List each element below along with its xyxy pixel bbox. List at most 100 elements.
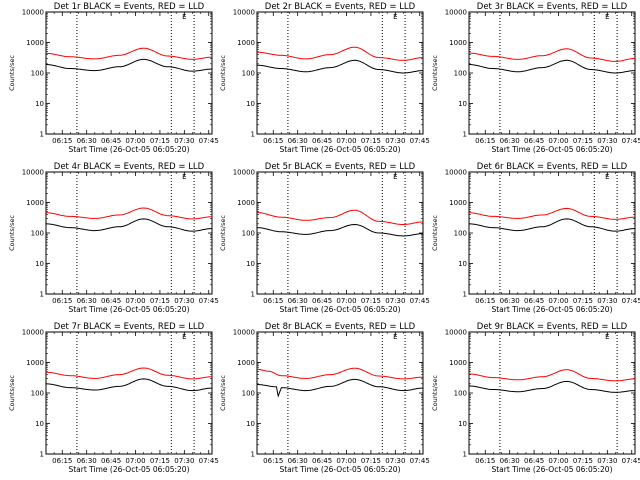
x-axis-label: Start Time (26-Oct-05 06:05:20)	[279, 145, 400, 154]
lld-series-line	[469, 48, 636, 62]
x-tick-label: 06:15	[52, 457, 72, 465]
panel-title: Det 8r BLACK = Events, RED = LLD	[265, 322, 416, 332]
x-tick-label: 07:45	[622, 457, 640, 465]
lld-series-line	[46, 47, 212, 60]
x-tick-label: 07:45	[410, 457, 430, 465]
x-tick-label: 07:45	[622, 137, 640, 145]
x-axis-label: Start Time (26-Oct-05 06:05:20)	[68, 145, 189, 154]
detector-panel-7: Det 7r BLACK = Events, RED = LLD 1 10 100 10…	[8, 322, 219, 474]
x-tick-label: 06:30	[500, 457, 520, 465]
plot-frame	[468, 331, 636, 455]
y-tick-label: 1	[40, 451, 44, 459]
events-series-line	[256, 223, 423, 237]
y-tick-label: 1000	[237, 39, 255, 47]
lld-series-line	[256, 46, 423, 61]
x-tick-label: 07:00	[125, 297, 145, 305]
panel-title: Det 3r BLACK = Events, RED = LLD	[477, 2, 628, 12]
panel-title: Det 4r BLACK = Events, RED = LLD	[54, 162, 205, 172]
lld-series-line	[46, 207, 212, 220]
y-tick-label: 1	[463, 131, 467, 139]
y-axis-label: Counts/sec	[8, 55, 16, 91]
events-series-line	[45, 378, 212, 392]
y-tick-label: 10	[458, 420, 467, 428]
x-tick-label: 07:45	[410, 137, 430, 145]
y-tick-label: 10000	[22, 169, 44, 177]
plot-frame	[45, 171, 213, 295]
x-tick-label: 06:45	[312, 297, 332, 305]
lld-series-line	[469, 369, 635, 382]
y-tick-label: 1000	[237, 359, 255, 367]
x-tick-label: 06:30	[288, 137, 308, 145]
x-tick-label: 07:15	[150, 297, 170, 305]
x-tick-label: 07:00	[336, 457, 356, 465]
y-axis-label: Counts/sec	[431, 55, 439, 91]
x-tick-label: 06:15	[475, 137, 495, 145]
x-tick-label: 06:30	[77, 457, 97, 465]
y-axis-label: Counts/sec	[431, 215, 439, 251]
x-tick-label: 06:15	[263, 137, 283, 145]
plot-frame	[256, 171, 424, 295]
x-tick-label: 07:00	[336, 297, 356, 305]
y-tick-label: 10	[246, 260, 255, 268]
marker-label: E	[605, 333, 609, 341]
y-tick-label: 1	[251, 131, 255, 139]
y-tick-label: 1	[463, 291, 467, 299]
marker-label: E	[182, 13, 186, 21]
marker-label: E	[182, 333, 186, 341]
x-tick-label: 07:30	[597, 137, 617, 145]
x-axis-label: Start Time (26-Oct-05 06:05:20)	[68, 465, 189, 474]
events-series-line	[45, 218, 213, 232]
y-tick-label: 100	[31, 230, 44, 238]
y-tick-label: 10000	[233, 9, 255, 17]
x-tick-label: 07:15	[361, 297, 381, 305]
plot-frame	[45, 331, 213, 455]
x-tick-label: 06:30	[500, 137, 520, 145]
marker-label: E	[393, 173, 397, 181]
lld-series-line	[45, 367, 212, 380]
lld-series-line	[469, 207, 635, 220]
events-series-line	[256, 59, 423, 74]
detector-panel-8: Det 8r BLACK = Events, RED = LLD 1 10 100 10…	[219, 322, 430, 474]
y-tick-label: 1000	[449, 39, 467, 47]
x-tick-label: 06:45	[524, 297, 544, 305]
x-tick-label: 06:45	[312, 137, 332, 145]
y-tick-label: 1	[251, 291, 255, 299]
x-tick-label: 07:30	[385, 137, 405, 145]
x-tick-label: 07:15	[573, 457, 593, 465]
x-axis-label: Start Time (26-Oct-05 06:05:20)	[68, 305, 189, 314]
events-series-line	[257, 378, 423, 398]
x-tick-label: 07:00	[548, 297, 568, 305]
y-axis-label: Counts/sec	[219, 55, 227, 91]
x-tick-label: 07:15	[573, 297, 593, 305]
x-tick-label: 06:30	[77, 297, 97, 305]
x-tick-label: 06:30	[288, 297, 308, 305]
x-axis-label: Start Time (26-Oct-05 06:05:20)	[491, 305, 612, 314]
x-tick-label: 07:45	[199, 137, 219, 145]
marker-label: E	[605, 13, 609, 21]
y-tick-label: 10000	[22, 329, 44, 337]
y-tick-label: 1000	[26, 199, 44, 207]
x-tick-label: 07:00	[548, 457, 568, 465]
x-axis-label: Start Time (26-Oct-05 06:05:20)	[279, 305, 400, 314]
lld-series-line	[256, 209, 423, 225]
y-tick-label: 10	[35, 260, 44, 268]
y-tick-label: 1000	[26, 39, 44, 47]
panel-title: Det 7r BLACK = Events, RED = LLD	[54, 322, 205, 332]
detector-panel-5: Det 5r BLACK = Events, RED = LLD 1 10 100 10…	[219, 162, 430, 314]
y-tick-label: 10	[35, 420, 44, 428]
events-series-line	[46, 58, 213, 72]
detector-panel-9: Det 9r BLACK = Events, RED = LLD 1 10 100 10…	[431, 322, 640, 474]
y-tick-label: 100	[31, 70, 44, 78]
y-tick-label: 10000	[233, 329, 255, 337]
detector-panel-3: Det 3r BLACK = Events, RED = LLD 1 10 100 10…	[431, 2, 640, 154]
x-tick-label: 07:15	[150, 457, 170, 465]
x-tick-label: 06:15	[52, 297, 72, 305]
y-tick-label: 1	[463, 451, 467, 459]
y-tick-label: 10000	[22, 9, 44, 17]
x-tick-label: 07:30	[174, 457, 194, 465]
panel-title: Det 5r BLACK = Events, RED = LLD	[265, 162, 416, 172]
x-tick-label: 07:00	[336, 137, 356, 145]
panel-title: Det 1r BLACK = Events, RED = LLD	[54, 2, 205, 12]
x-tick-label: 06:15	[475, 297, 495, 305]
